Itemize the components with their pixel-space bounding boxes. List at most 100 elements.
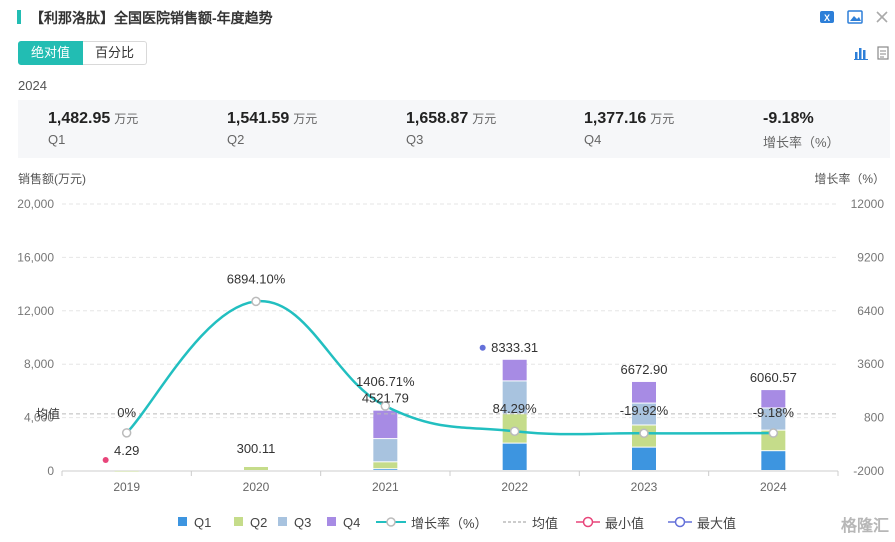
chart-legend: Q1 Q2 Q3 Q4 增长率（%） 均值 最小值 最大值 <box>0 511 895 533</box>
legend-label: 均值 <box>532 515 559 531</box>
legend-ring-icon <box>668 516 692 528</box>
stat-q3: 1,658.87 万元 Q3 <box>406 110 496 147</box>
legend-line-icon <box>376 517 406 527</box>
x-tick-label: 2023 <box>631 480 658 494</box>
left-tick-label: 12,000 <box>17 304 54 318</box>
left-tick-label: 0 <box>47 464 54 478</box>
legend-label: 最小值 <box>605 515 645 531</box>
x-tick-label: 2024 <box>760 480 787 494</box>
stat-label: Q4 <box>584 132 602 147</box>
total-label-2019: 4.29 <box>114 443 139 458</box>
growth-label-2022: 84.29% <box>493 401 538 416</box>
tab-absolute[interactable]: 绝对值 <box>18 41 84 65</box>
sales-trend-chart: 0 4,000 8,000 12,000 16,000 20,000 -2000 800 360… <box>17 197 885 494</box>
stat-label: Q1 <box>48 132 66 147</box>
legend-item-7[interactable]: 最大值 <box>668 511 736 533</box>
stat-unit: 万元 <box>472 112 497 126</box>
bar-q4-2022 <box>502 359 527 381</box>
year-label: 2024 <box>18 78 47 93</box>
stat-value: 1,377.16 <box>584 110 647 127</box>
x-tick-label: 2021 <box>372 480 399 494</box>
legend-ring-icon <box>576 516 600 528</box>
stat-value: 1,658.87 <box>406 110 469 127</box>
left-tick-label: 16,000 <box>17 250 54 264</box>
legend-label: Q3 <box>294 514 312 530</box>
legend-label: Q2 <box>250 514 268 530</box>
svg-text:X: X <box>824 13 830 23</box>
image-icon[interactable] <box>846 8 864 26</box>
stat-label: Q2 <box>227 132 245 147</box>
growth-point-2019 <box>121 428 132 438</box>
legend-item-0[interactable]: Q1 <box>177 511 211 533</box>
growth-label-2020: 6894.10% <box>227 271 286 286</box>
stat-value: -9.18% <box>763 110 814 127</box>
legend-label: Q4 <box>343 514 361 530</box>
stat-unit: 万元 <box>293 112 318 126</box>
legend-label: Q1 <box>194 514 212 530</box>
header: 【利那洛肽】全国医院销售额-年度趋势 X <box>0 0 895 34</box>
x-tick-label: 2019 <box>113 480 140 494</box>
stat-label: Q3 <box>406 132 424 147</box>
growth-label-2019: 0% <box>117 405 136 420</box>
legend-square-icon <box>234 517 243 526</box>
stat-unit: 万元 <box>650 112 675 126</box>
growth-point-2023 <box>639 428 649 438</box>
stat-growth: -9.18% 增长率（%） <box>763 110 840 151</box>
left-tick-label: 8,000 <box>24 357 54 371</box>
stat-q4: 1,377.16 万元 Q4 <box>584 110 674 147</box>
title-accent-bar <box>17 10 21 24</box>
stat-q1: 1,482.95 万元 Q1 <box>48 110 138 147</box>
stat-label: 增长率（%） <box>763 135 840 150</box>
total-label-2022: 8333.31 <box>491 340 538 355</box>
x-tick-label: 2020 <box>243 480 270 494</box>
excel-icon[interactable]: X <box>818 8 836 26</box>
right-tick-label: 6400 <box>857 304 884 318</box>
legend-label: 最大值 <box>697 515 737 531</box>
page-title: 【利那洛肽】全国医院销售额-年度趋势 <box>30 10 273 26</box>
growth-label-2024: -9.18% <box>753 405 795 420</box>
legend-item-2[interactable]: Q3 <box>277 511 311 533</box>
document-icon[interactable] <box>874 44 892 62</box>
growth-point-2020 <box>251 296 261 307</box>
legend-item-1[interactable]: Q2 <box>233 511 267 533</box>
total-label-2024: 6060.57 <box>750 370 797 385</box>
legend-square-icon <box>327 517 336 526</box>
stat-unit: 万元 <box>114 112 139 126</box>
view-tabs: 绝对值 百分比 <box>18 41 148 65</box>
legend-square-icon <box>278 517 287 526</box>
tab-percent[interactable]: 百分比 <box>83 41 148 65</box>
right-tick-label: -2000 <box>853 464 884 478</box>
bar-q1-2023 <box>632 447 656 470</box>
left-tick-label: 20,000 <box>17 197 54 211</box>
stat-q2: 1,541.59 万元 Q2 <box>227 110 317 147</box>
right-tick-label: 3600 <box>857 357 884 371</box>
legend-dash-icon <box>503 521 527 523</box>
bar-q1-2024 <box>761 451 786 470</box>
bar-q2-2024 <box>761 430 786 451</box>
bar-q4-2021 <box>373 410 398 439</box>
legend-square-icon <box>178 517 187 526</box>
growth-point-2022 <box>509 426 520 436</box>
legend-item-3[interactable]: Q4 <box>326 511 360 533</box>
legend-item-4[interactable]: 增长率（%） <box>376 511 488 533</box>
stat-value: 1,541.59 <box>227 110 290 127</box>
close-icon[interactable] <box>873 8 891 26</box>
legend-item-5[interactable]: 均值 <box>503 511 558 533</box>
min-value-marker <box>102 457 109 463</box>
bar-q4-2023 <box>632 381 656 403</box>
watermark: 格隆汇 <box>840 518 889 535</box>
left-tick-label: 4,000 <box>24 411 54 425</box>
legend-item-6[interactable]: 最小值 <box>576 511 644 533</box>
bar-q2-2021 <box>373 462 398 469</box>
right-tick-label: 800 <box>864 411 884 425</box>
bar-q4-2024 <box>761 390 786 408</box>
stats-panel: 1,482.95 万元 Q1 1,541.59 万元 Q2 1,658.87 万元 Q… <box>18 100 890 158</box>
stat-value: 1,482.95 <box>48 110 111 127</box>
left-axis-title: 销售额(万元) <box>18 172 86 186</box>
bar-chart-icon[interactable] <box>852 44 870 62</box>
legend-label: 增长率（%） <box>411 515 488 531</box>
right-axis-title: 增长率（%） <box>814 172 885 186</box>
right-tick-label: 12000 <box>851 197 885 211</box>
bar-q3-2021 <box>373 439 398 462</box>
total-label-2020: 300.11 <box>237 441 276 456</box>
